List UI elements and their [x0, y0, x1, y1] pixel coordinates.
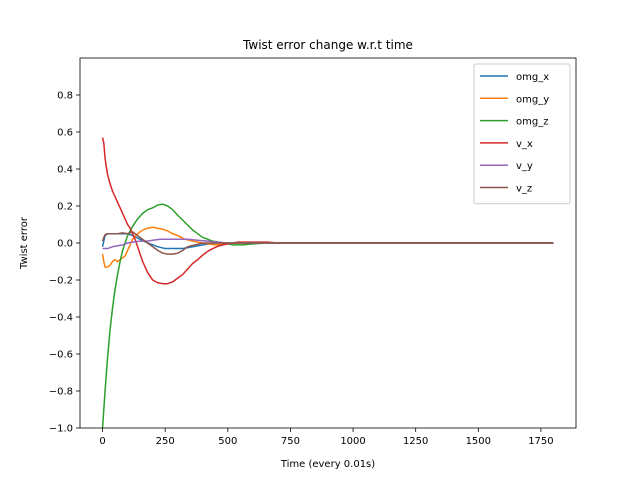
y-axis: −1.0 −0.8 −0.6 −0.4 −0.2 0.0 0.2 0.4 0.6 0.8	[49, 91, 80, 435]
x-tick-label: 1250	[403, 436, 428, 447]
y-tick-label: 0.6	[57, 128, 73, 139]
y-tick-label: 0.8	[57, 91, 73, 102]
y-tick-label: 0.4	[57, 165, 73, 176]
y-tick-label: −0.4	[49, 313, 73, 324]
x-tick-label: 250	[156, 436, 175, 447]
legend: omg_x omg_y omg_z v_x v_y v_z	[473, 63, 571, 205]
y-tick-label: 0.2	[57, 202, 73, 213]
legend-label-v-z: v_z	[516, 184, 532, 195]
plot-area	[101, 137, 554, 428]
legend-label-v-x: v_x	[516, 139, 533, 150]
x-tick-label: 500	[218, 436, 237, 447]
y-tick-label: −0.8	[49, 387, 73, 398]
chart-title: Twist error change w.r.t time	[242, 38, 413, 52]
y-tick-label: −0.6	[49, 350, 73, 361]
legend-label-omg-z: omg_z	[516, 117, 548, 128]
x-tick-label: 1000	[340, 436, 365, 447]
x-tick-label: 750	[281, 436, 300, 447]
legend-label-v-y: v_y	[516, 161, 533, 172]
y-tick-label: 0.0	[57, 239, 73, 250]
series-line-v-z	[101, 231, 554, 255]
x-axis: 0 250 500 750 1000 1250 1500 1750	[99, 428, 554, 447]
y-tick-label: −0.2	[49, 276, 73, 287]
x-tick-label: 0	[99, 436, 105, 447]
x-tick-label: 1500	[466, 436, 491, 447]
y-axis-label: Twist error	[19, 216, 30, 270]
legend-label-omg-y: omg_y	[516, 94, 549, 105]
y-tick-label: −1.0	[49, 424, 73, 435]
series-line-omg-z	[101, 203, 554, 428]
x-axis-label: Time (every 0.01s)	[280, 459, 375, 470]
x-tick-label: 1750	[528, 436, 553, 447]
legend-label-omg-x: omg_x	[516, 72, 549, 83]
